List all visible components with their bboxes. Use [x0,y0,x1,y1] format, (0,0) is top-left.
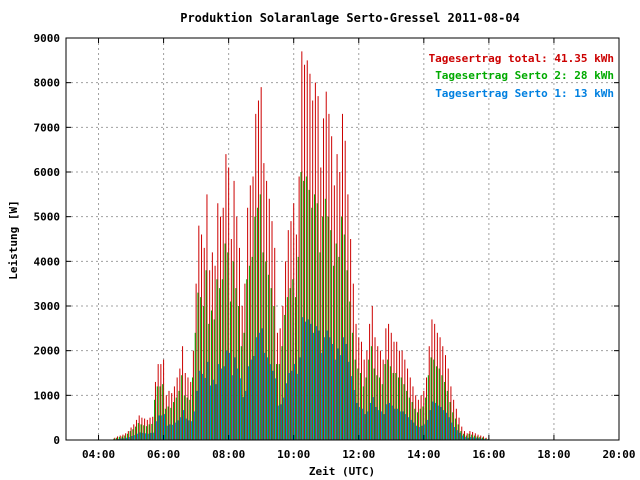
x-tick-label: 18:00 [537,448,570,461]
x-tick-label: 14:00 [407,448,440,461]
x-tick-label: 20:00 [602,448,635,461]
chart-title: Produktion Solaranlage Serto-Gressel 201… [180,11,520,25]
x-axis-label: Zeit (UTC) [309,465,375,478]
y-tick-label: 8000 [34,77,61,90]
bars [113,51,491,440]
y-tick-label: 4000 [34,255,61,268]
legend-serto-2: Tagesertrag Serto 2: 28 kWh [435,69,614,82]
y-tick-label: 1000 [34,389,61,402]
x-tick-label: 10:00 [277,448,310,461]
x-tick-label: 06:00 [147,448,180,461]
y-tick-label: 3000 [34,300,61,313]
y-axis-label: Leistung [W] [7,200,20,279]
y-tick-label: 6000 [34,166,61,179]
x-tick-label: 04:00 [82,448,115,461]
plot-frame [65,37,620,441]
y-tick-label: 5000 [34,211,61,224]
x-tick-label: 08:00 [212,448,245,461]
x-tick-label: 16:00 [472,448,505,461]
y-tick-label: 7000 [34,121,61,134]
y-tick-label: 0 [53,434,60,447]
x-tick-label: 12:00 [342,448,375,461]
legend-serto-1: Tagesertrag Serto 1: 13 kWh [435,87,614,100]
legend: Tagesertrag total: 41.35 kWh Tagesertrag… [429,52,614,100]
axis-ticks: 0 1000 2000 3000 4000 5000 6000 7000 8000 9000 04:… [34,32,636,461]
y-tick-label: 9000 [34,32,61,45]
y-tick-label: 2000 [34,345,61,358]
legend-total: Tagesertrag total: 41.35 kWh [429,52,614,65]
